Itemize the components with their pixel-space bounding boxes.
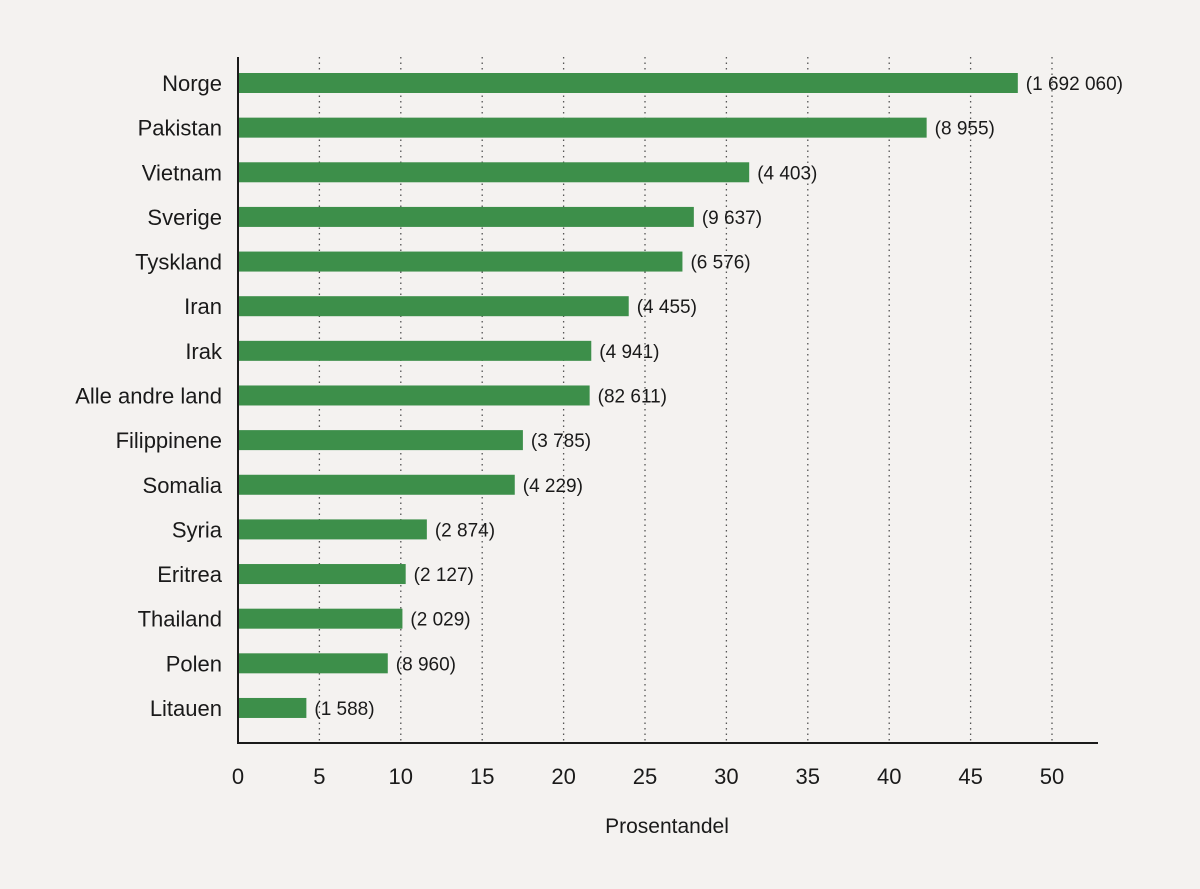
category-label-13: Polen	[166, 651, 222, 676]
x-tick-label-30: 30	[714, 764, 738, 789]
data-label-4: (6 576)	[690, 253, 750, 274]
data-label-13: (8 960)	[396, 654, 456, 675]
bar-8	[238, 430, 523, 451]
category-label-4: Tyskland	[135, 250, 222, 275]
bar-11	[238, 564, 406, 585]
x-tick-label-45: 45	[958, 764, 982, 789]
category-label-14: Litauen	[150, 696, 222, 721]
x-tick-label-25: 25	[633, 764, 657, 789]
category-label-9: Somalia	[143, 473, 223, 498]
category-label-10: Syria	[172, 517, 223, 542]
x-tick-label-15: 15	[470, 764, 494, 789]
category-label-0: Norge	[162, 71, 222, 96]
category-label-7: Alle andre land	[75, 383, 222, 408]
bar-0	[238, 73, 1018, 93]
data-label-10: (2 874)	[435, 520, 495, 541]
data-label-9: (4 229)	[523, 476, 583, 497]
x-tick-label-0: 0	[232, 764, 244, 789]
bar-1	[238, 117, 927, 138]
labels: Norge (1 692 060) Pakistan (8 955) Vietnam (4…	[75, 71, 1123, 721]
data-label-11: (2 127)	[414, 565, 474, 586]
bar-9	[238, 474, 515, 495]
x-tick-label-20: 20	[551, 764, 575, 789]
bar-7	[238, 385, 590, 406]
bar-12	[238, 608, 403, 629]
category-label-1: Pakistan	[138, 116, 222, 141]
category-label-2: Vietnam	[142, 160, 222, 185]
category-label-3: Sverige	[147, 205, 222, 230]
x-axis-title: Prosentandel	[605, 815, 729, 838]
bar-5	[238, 296, 629, 317]
data-label-6: (4 941)	[599, 342, 659, 363]
x-tick-label-50: 50	[1040, 764, 1064, 789]
x-tick-label-40: 40	[877, 764, 901, 789]
category-label-6: Irak	[185, 339, 223, 364]
data-label-3: (9 637)	[702, 208, 762, 229]
bar-14	[238, 697, 307, 718]
bars	[238, 73, 1018, 718]
bar-13	[238, 653, 388, 674]
bar-6	[238, 340, 592, 361]
data-label-12: (2 029)	[410, 610, 470, 631]
axes: 0 5 10 15 20 25 30 35 40 45 50	[232, 57, 1098, 789]
x-tick-label-10: 10	[389, 764, 413, 789]
bar-4	[238, 251, 683, 272]
data-label-0: (1 692 060)	[1026, 74, 1123, 95]
category-label-11: Eritrea	[157, 562, 223, 587]
category-label-8: Filippinene	[116, 428, 222, 453]
category-label-12: Thailand	[138, 607, 222, 632]
data-label-14: (1 588)	[314, 699, 374, 720]
data-label-1: (8 955)	[935, 119, 995, 140]
bar-2	[238, 162, 750, 183]
category-label-5: Iran	[184, 294, 222, 319]
data-label-7: (82 611)	[598, 386, 667, 407]
bar-3	[238, 206, 694, 227]
x-tick-label-5: 5	[313, 764, 325, 789]
data-label-8: (3 785)	[531, 431, 591, 452]
x-tick-label-35: 35	[796, 764, 820, 789]
data-label-2: (4 403)	[757, 163, 817, 184]
bar-10	[238, 519, 427, 540]
data-label-5: (4 455)	[637, 297, 697, 318]
